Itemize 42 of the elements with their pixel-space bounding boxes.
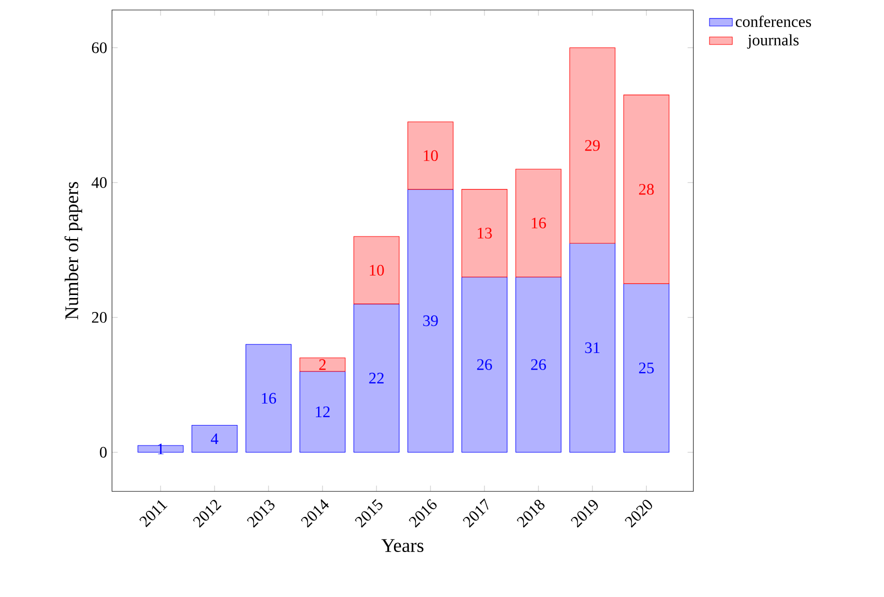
data-label: 2 [319, 359, 326, 370]
data-label: 26 [531, 359, 546, 370]
y-tick-label: 60 [92, 42, 107, 54]
data-label: 29 [585, 140, 600, 152]
data-label: 13 [478, 228, 492, 239]
bar [192, 425, 238, 453]
bar [515, 276, 562, 453]
bar [354, 304, 400, 453]
bar [462, 189, 508, 278]
data-label: 10 [424, 150, 438, 162]
legend-label: journals [747, 34, 799, 49]
data-label: 28 [639, 184, 654, 195]
data-label: 16 [262, 393, 276, 404]
bar [623, 94, 670, 284]
data-label: 1 [158, 444, 164, 454]
data-label: 39 [423, 316, 438, 326]
y-tick-label: 20 [92, 312, 107, 323]
bar [569, 243, 616, 453]
legend-label: conferences [736, 16, 812, 28]
y-tick-label: 0 [100, 446, 107, 458]
bar [138, 445, 184, 453]
bar [623, 284, 670, 453]
bar [246, 344, 292, 453]
bar [569, 48, 616, 244]
bar [300, 358, 346, 372]
bar [515, 168, 562, 278]
bar [300, 371, 346, 453]
data-label: 4 [210, 434, 218, 444]
data-label: 22 [369, 372, 384, 384]
bar [408, 189, 454, 453]
data-label: 12 [316, 406, 330, 418]
data-label: 26 [477, 359, 492, 370]
y-tick-label: 40 [92, 177, 107, 188]
bar [462, 276, 508, 453]
data-label: 16 [532, 218, 546, 229]
y-axis-title: Number of papers [64, 182, 82, 320]
data-label: 25 [639, 362, 654, 374]
x-axis-title: Years [381, 539, 424, 552]
data-label: 10 [370, 264, 384, 276]
bar [354, 236, 400, 304]
data-label: 31 [585, 342, 600, 354]
bar [408, 122, 454, 190]
